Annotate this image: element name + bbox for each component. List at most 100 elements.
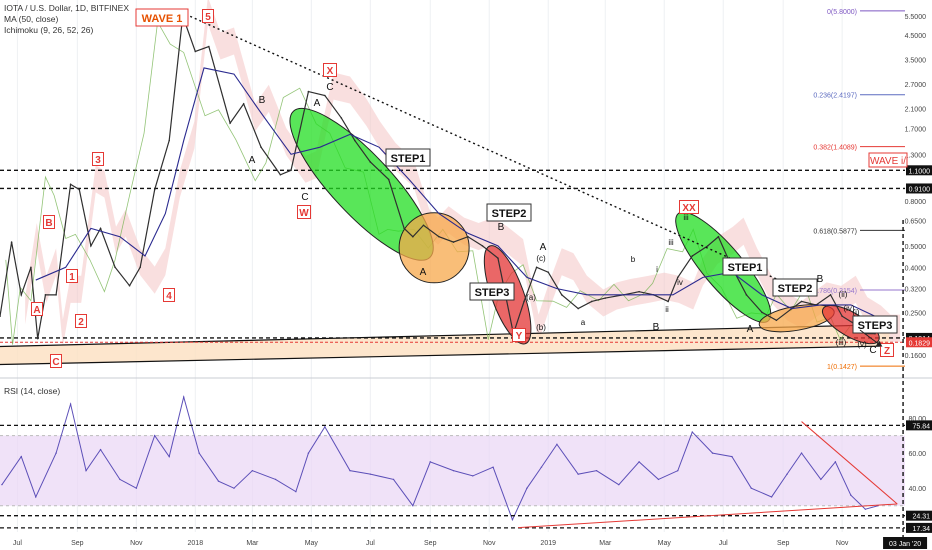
price-point: [242, 103, 245, 105]
end-date-tag-label: 03 Jan '20: [889, 541, 921, 548]
price-point: [10, 241, 13, 243]
rsi-point: [55, 452, 57, 454]
price-point: [638, 290, 640, 293]
elliott-a-2018b: A: [314, 98, 321, 109]
fib-level-label: 1(0.1427): [827, 364, 857, 371]
price-point: [577, 307, 579, 310]
price-point: [745, 294, 748, 296]
price-point: [667, 300, 669, 303]
rsi-tick-label: 40.00: [908, 486, 926, 493]
price-point: [590, 300, 593, 303]
elliott-iii-lc-b: iii: [683, 213, 689, 222]
x-tick-label: Nov: [130, 540, 143, 547]
wave-5-marker-box: [202, 9, 214, 23]
elliott-a-paren: (a): [526, 293, 536, 302]
wave-z-marker-box: [880, 343, 894, 357]
rsi-point: [429, 461, 431, 463]
elliott-v-paren: (v): [857, 340, 867, 349]
rsi-point: [20, 455, 22, 458]
rsi-point: [392, 478, 395, 481]
rsi-point: [251, 469, 254, 472]
elliott-iii-paren: (iii): [836, 338, 847, 347]
rsi-point: [820, 478, 822, 481]
rsi-point: [786, 473, 788, 475]
rsi-point: [452, 469, 455, 472]
x-tick-label: Nov: [483, 540, 496, 547]
price-point: [604, 297, 607, 299]
rsi-point: [638, 461, 640, 463]
price-point: [0, 315, 1, 318]
target-arrow: [859, 329, 883, 347]
symbol-title: IOTA / U.S. Dollar, 1D, BITFINEX: [4, 3, 130, 13]
rsi-point: [618, 483, 620, 486]
price-tick-label: 0.2500: [905, 310, 927, 317]
rsi-point: [274, 478, 277, 481]
wave-a-marker-box: [31, 302, 43, 316]
wave-x-marker: X: [327, 66, 334, 77]
rsi-point: [233, 487, 235, 489]
wave-y-marker: Y: [516, 331, 523, 342]
x-tick-label: Mar: [599, 540, 612, 547]
price-tick-label: 0.1600: [905, 353, 927, 360]
rsi-level-tag-bg: [906, 510, 932, 521]
price-point: [422, 224, 425, 227]
rsi-point: [295, 490, 297, 493]
orange-zone-step2-2018: [398, 212, 470, 284]
price-point: [841, 315, 843, 318]
price-point: [168, 139, 171, 142]
wave-4-marker: 4: [166, 291, 172, 302]
level-tag-bg: [906, 165, 932, 176]
x-tick-label: Nov: [836, 540, 849, 547]
price-point: [523, 300, 525, 303]
chart-legend: IOTA / U.S. Dollar, 1D, BITFINEX MA (50,…: [4, 3, 129, 36]
rsi-point: [412, 505, 414, 507]
rsi-tick-label: 80.00: [908, 416, 926, 423]
elliott-a-2019: A: [747, 324, 754, 335]
end-date-tag-bg: [883, 537, 928, 549]
elliott-b-2019: B: [653, 322, 660, 333]
rsi-point: [307, 452, 310, 454]
price-point: [497, 257, 499, 259]
price-point: [340, 117, 343, 119]
wave1-label: WAVE 1: [142, 13, 183, 25]
x-tick-label: Sep: [71, 540, 84, 547]
price-point: [481, 245, 484, 247]
fib-level-label: 0.382(1.4089): [813, 145, 857, 152]
step3-label-2019-box: [852, 315, 898, 334]
rsi-point: [492, 466, 494, 468]
rsi-level-tag-bg: [906, 522, 932, 533]
elliott-a-lc: a: [581, 318, 586, 327]
step1-label-2019: STEP1: [728, 262, 763, 274]
price-point: [691, 255, 694, 257]
price-point: [20, 294, 23, 296]
elliott-b-2018: B: [259, 95, 266, 106]
price-tick-label: 0.6500: [905, 219, 927, 226]
step3-label-2018: STEP3: [475, 287, 510, 299]
price-point: [30, 266, 32, 269]
price-point: [452, 241, 455, 243]
rsi-point: [750, 487, 752, 489]
elliott-a-2018c: A: [420, 267, 427, 278]
rsi-point: [119, 478, 121, 481]
rsi-point: [349, 469, 351, 472]
price-point: [307, 90, 310, 93]
price-point: [194, 50, 197, 53]
rsi-level-tag-bg: [906, 420, 932, 431]
price-point: [55, 294, 57, 296]
elliott-b-paren: (b): [536, 323, 546, 332]
wave-x-marker-box: [323, 63, 337, 77]
rsi-point: [69, 403, 72, 405]
price-point: [260, 146, 262, 148]
elliott-c-2018: C: [301, 192, 308, 203]
level-tag-label: 0.1829: [909, 340, 931, 347]
price-point: [36, 337, 39, 340]
elliott-c-paren: (c): [536, 254, 546, 263]
elliott-a-2018: A: [249, 155, 256, 166]
support-line-upper: [0, 323, 890, 348]
wave-xx-marker: XX: [682, 203, 696, 214]
fib-level-label: 0(5.8000): [827, 9, 857, 16]
elliott-iv-paren: (iv): [843, 304, 854, 313]
step1-label-2018: STEP1: [391, 153, 426, 165]
x-tick-label: Jul: [719, 540, 728, 547]
